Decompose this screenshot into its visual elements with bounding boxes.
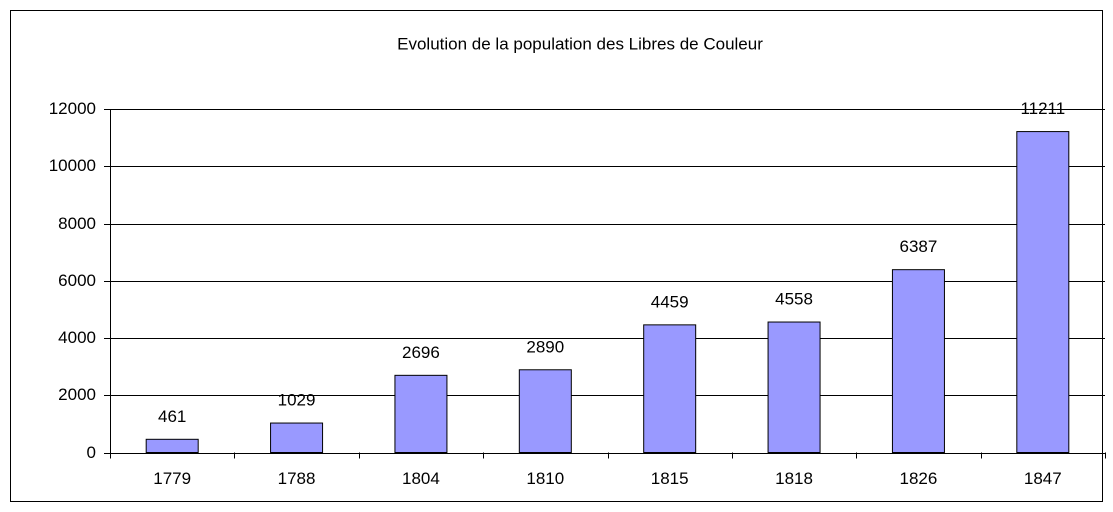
x-tick-label: 1810: [526, 469, 564, 488]
x-tick-label: 1779: [153, 469, 191, 488]
data-label: 11211: [1020, 99, 1065, 118]
data-label: 461: [158, 407, 186, 426]
x-tick-label: 1815: [651, 469, 689, 488]
data-label: 6387: [900, 237, 938, 256]
bar: [518, 369, 572, 453]
data-label: 2696: [402, 343, 440, 362]
data-label: 4558: [775, 290, 813, 309]
y-tick-label: 12000: [49, 99, 96, 118]
y-tick-label: 2000: [58, 385, 96, 404]
y-tick-label: 6000: [58, 271, 96, 290]
bar: [643, 324, 697, 453]
y-tick-label: 0: [87, 443, 96, 462]
data-label: 2890: [526, 337, 564, 356]
y-tick-label: 8000: [58, 214, 96, 233]
chart-title: Evolution de la population des Libres de…: [397, 34, 763, 53]
bar: [767, 321, 821, 453]
y-tick-label: 10000: [49, 156, 96, 175]
x-tick-label: 1826: [900, 469, 938, 488]
x-tick-label: 1788: [278, 469, 316, 488]
bar: [270, 422, 324, 453]
bar: [891, 269, 945, 453]
x-tick-label: 1818: [775, 469, 813, 488]
bar: [145, 438, 199, 453]
data-label: 1029: [278, 391, 316, 410]
x-tick-label: 1847: [1024, 469, 1062, 488]
x-tick-label: 1804: [402, 469, 440, 488]
bar: [1016, 131, 1070, 454]
data-label: 4459: [651, 292, 689, 311]
bar: [394, 374, 448, 453]
y-tick-label: 4000: [58, 328, 96, 347]
